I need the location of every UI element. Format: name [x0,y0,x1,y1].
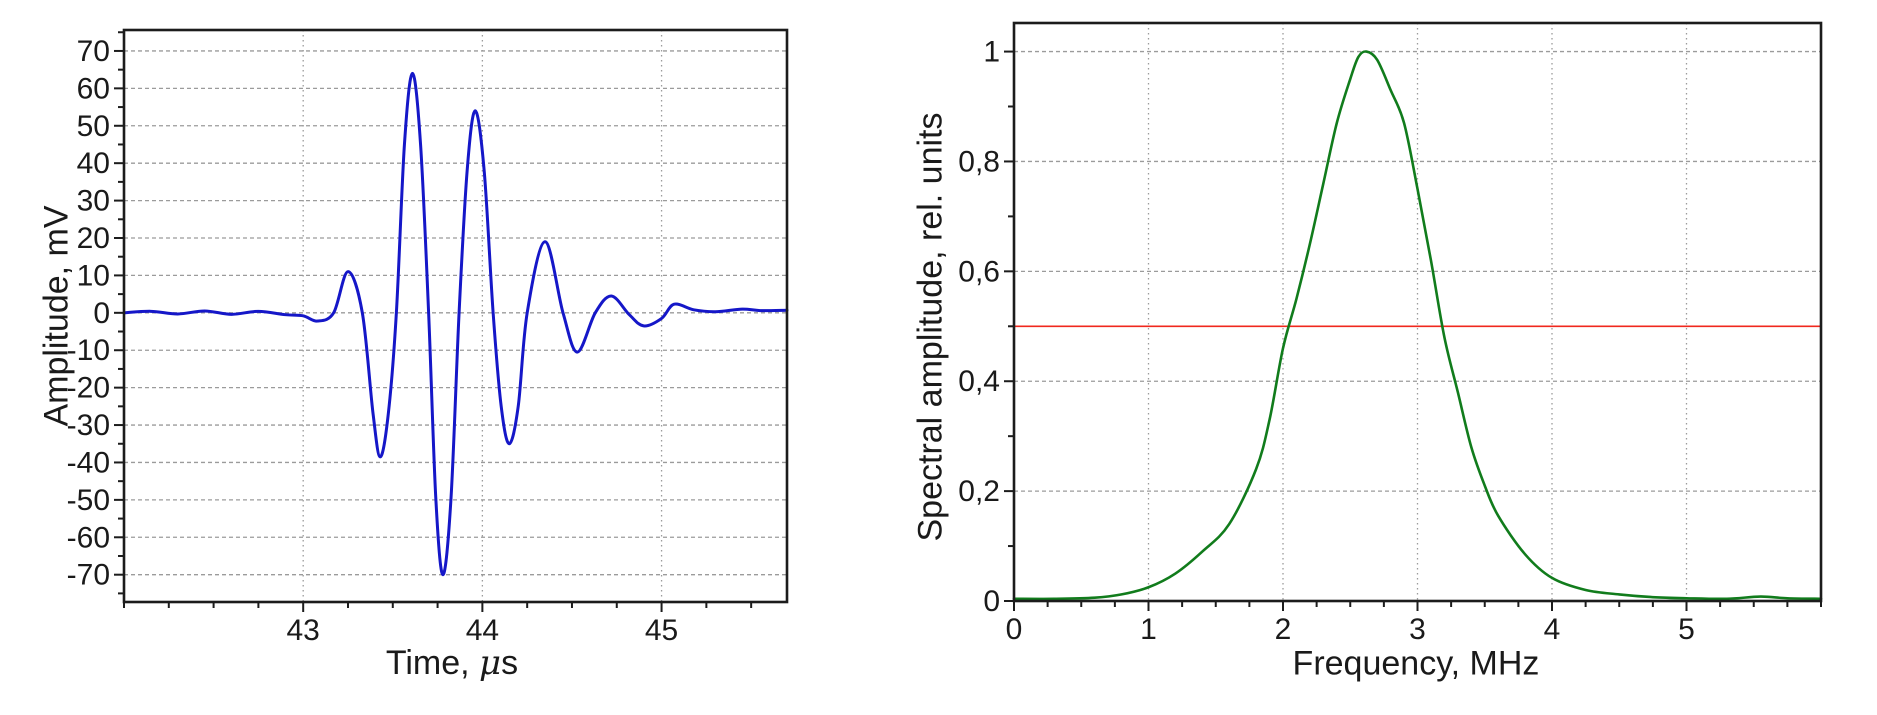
left-y-axis-title: Amplitude, mV [38,205,77,426]
spectral-amplitude-curve [1012,50,1823,601]
left-x-axis-title-suffix: s [501,644,519,682]
left-y-tick-label: -70 [67,559,110,592]
right-x-tick-label: 4 [1544,613,1561,646]
left-y-tick-label: -10 [67,334,110,367]
left-y-tick-label: 0 [93,297,110,330]
right-tick-labels: 0 1 2 3 4 5 0 0,2 0,4 0,6 0,8 1 [958,36,1695,646]
right-x-axis-title: Frequency, MHz [1293,645,1540,684]
left-y-tick-label: -60 [67,521,110,554]
left-y-tick-label: 50 [77,110,110,143]
left-y-tick-label: 30 [77,185,110,218]
mu-symbol: μ [479,643,502,683]
right-y-tick-label: 0 [983,585,1000,618]
left-y-axis-title-text: Amplitude, mV [37,205,76,427]
left-y-tick-label: -30 [67,409,110,442]
left-y-tick-label: 20 [77,222,110,255]
right-gridlines [1014,23,1821,601]
right-x-tick-label: 3 [1409,613,1426,646]
left-y-tick-label: -50 [67,484,110,517]
right-x-axis-title-text: Frequency, MHz [1292,644,1540,683]
left-x-tick-label: 44 [466,614,499,647]
left-x-tick-label: 43 [287,614,320,647]
left-x-axis-title-prefix: Time, [385,644,480,682]
right-chart: 0 1 2 3 4 5 0 0,2 0,4 0,6 0,8 1 [958,21,1823,646]
right-y-tick-label: 0,8 [958,145,1000,178]
left-ticks [114,31,753,612]
left-y-tick-label: 10 [77,259,110,292]
right-x-tick-label: 5 [1678,613,1695,646]
right-y-tick-label: 0,2 [958,475,1000,508]
left-x-axis-title: Time, μs [386,643,518,683]
right-y-tick-label: 0,4 [958,365,1000,398]
left-chart: 43 44 45 -70 -60 -50 -40 -30 -20 -10 0 10 20 30 40 50 60… [67,28,789,647]
right-y-tick-label: 0,6 [958,255,1000,288]
right-ticks [1004,50,1822,611]
right-x-tick-label: 0 [1006,613,1023,646]
left-tick-labels: 43 44 45 -70 -60 -50 -40 -30 -20 -10 0 10 20 30 40 50 60… [67,35,679,647]
right-x-tick-label: 2 [1275,613,1292,646]
right-y-axis-title: Spectral amplitude, rel. units [912,113,951,542]
right-x-tick-label: 1 [1140,613,1157,646]
right-y-axis-title-text: Spectral amplitude, rel. units [911,112,950,542]
right-y-tick-label: 1 [983,36,1000,69]
ultrasonic-echo-signal [122,71,789,577]
left-x-tick-label: 45 [645,614,678,647]
left-y-tick-label: 70 [77,35,110,68]
left-plot-border [122,28,789,604]
left-y-tick-label: 40 [77,147,110,180]
left-y-tick-label: -40 [67,446,110,479]
left-y-tick-label: 60 [77,72,110,105]
left-gridlines [124,30,787,602]
left-y-tick-label: -20 [67,372,110,405]
